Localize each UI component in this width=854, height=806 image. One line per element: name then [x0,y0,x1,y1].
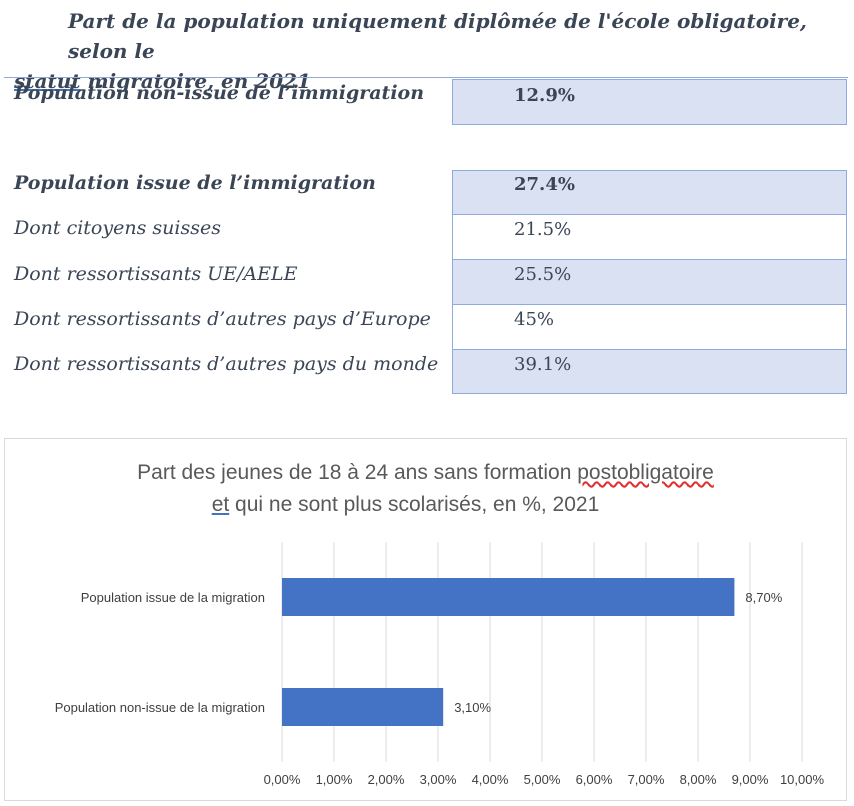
x-tick-label: 4,00% [472,772,509,787]
x-tick-label: 3,00% [420,772,457,787]
x-tick-label: 0,00% [264,772,301,787]
chart-area [4,438,847,801]
row-label-other-europe: Dont ressortissants d’autres pays d’Euro… [14,308,431,330]
header-rule [4,77,848,78]
data-label: 3,10% [454,700,491,715]
document-title-line1: Part de la population uniquement diplômé… [68,9,807,63]
document-title: Part de la population uniquement diplômé… [14,6,844,96]
bar [282,578,735,616]
x-tick-label: 1,00% [316,772,353,787]
category-label: Population issue de la migration [81,590,265,605]
x-tick-label: 9,00% [732,772,769,787]
value-cell-other-world: 39.1% [452,349,847,394]
row-label-immigration: Population issue de l’immigration [14,172,376,194]
row-label-other-world: Dont ressortissants d’autres pays du mon… [14,353,439,375]
value-cell-immigration: 27.4% [452,170,847,215]
row-label-swiss-citizens: Dont citoyens suisses [14,217,221,239]
chart-title-line1-text: Part des jeunes de 18 à 24 ans sans form… [137,461,578,484]
bar [282,688,444,726]
title-line2-rest: migratoire, en 2021 [80,69,311,93]
document-title-line2: statut migratoire, en 2021 [14,66,844,96]
category-label: Population non-issue de la migration [55,700,265,715]
chart-title-line2: et qui ne sont plus scolarisés, en %, 20… [4,489,847,521]
data-label: 8,70% [745,590,782,605]
x-tick-label: 6,00% [576,772,613,787]
chart-title-line2-text: qui ne sont plus scolarisés, en %, 2021 [229,493,600,516]
value-cell-non-immigration: 12.9% [452,79,847,125]
x-tick-label: 2,00% [368,772,405,787]
x-tick-label: 10,00% [780,772,825,787]
x-tick-label: 8,00% [680,772,717,787]
chart-title-spellcheck-word: postobligatoire [577,461,714,484]
chart-title-line1: Part des jeunes de 18 à 24 ans sans form… [4,457,847,489]
row-label-non-immigration: Population non-issue de l’immigration [14,82,425,104]
chart-title-underlined-word: et [211,493,230,516]
x-tick-label: 5,00% [524,772,561,787]
row-label-eu-efta: Dont ressortissants UE/AELE [14,263,298,285]
chart-title: Part des jeunes de 18 à 24 ans sans form… [4,457,847,521]
x-tick-label: 7,00% [628,772,665,787]
title-underlined-word: statut [14,69,81,93]
